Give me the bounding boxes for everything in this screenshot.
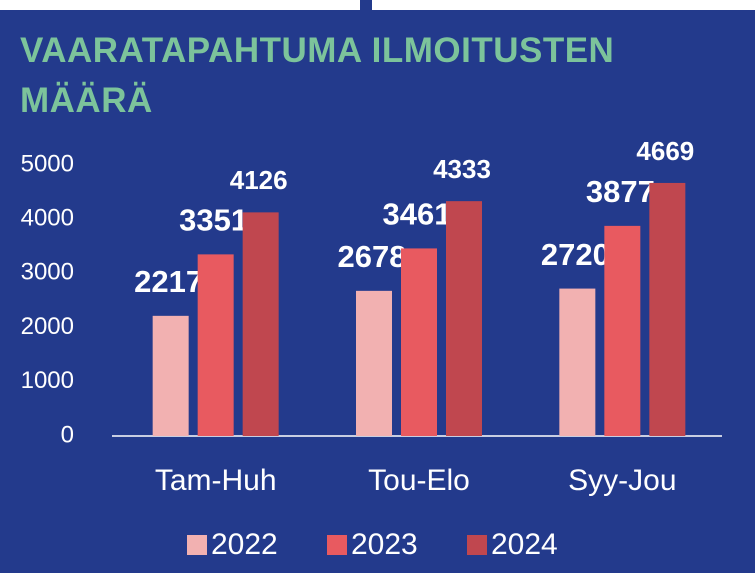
data-label: 4669 <box>636 136 694 166</box>
top-border <box>0 0 360 10</box>
data-label: 3877 <box>586 174 655 209</box>
data-label: 2217 <box>134 264 203 299</box>
bar <box>152 315 189 436</box>
data-label: 4126 <box>230 165 288 195</box>
data-label: 3461 <box>383 197 452 232</box>
bar <box>446 201 482 436</box>
top-border <box>372 0 755 10</box>
bar <box>356 290 392 436</box>
bar <box>604 225 641 436</box>
bar <box>649 182 686 436</box>
legend-label: 2023 <box>351 528 418 561</box>
y-tick-label: 0 <box>61 421 74 448</box>
legend-label: 2022 <box>211 528 278 561</box>
y-tick-label: 1000 <box>21 367 74 394</box>
y-tick-label: 4000 <box>21 205 74 232</box>
y-tick-label: 2000 <box>21 313 74 340</box>
y-tick-label: 5000 <box>21 150 74 177</box>
bar <box>401 248 437 436</box>
x-tick-label: Tam-Huh <box>155 464 277 497</box>
bar <box>242 212 279 436</box>
bar <box>197 254 234 436</box>
data-label: 3351 <box>179 203 248 238</box>
bar <box>559 288 596 436</box>
data-label: 2678 <box>338 239 407 274</box>
legend-label: 2024 <box>491 528 558 561</box>
legend-swatch <box>327 535 347 555</box>
data-label: 2720 <box>541 237 610 272</box>
x-tick-label: Syy-Jou <box>568 464 676 497</box>
legend-swatch <box>467 535 487 555</box>
legend-swatch <box>187 535 207 555</box>
chart-title: VAARATAPAHTUMA ILMOITUSTEN MÄÄRÄ <box>20 31 615 120</box>
y-tick-label: 3000 <box>21 259 74 286</box>
data-label: 4333 <box>433 154 491 184</box>
x-tick-label: Tou-Elo <box>368 464 470 497</box>
